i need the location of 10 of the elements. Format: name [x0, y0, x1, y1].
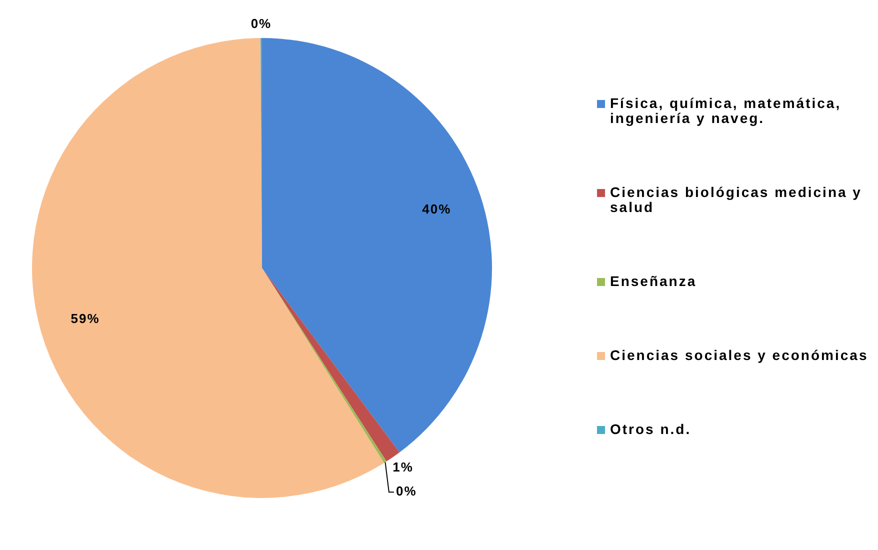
legend-label: Ciencias biológicas medicina y salud	[610, 184, 863, 215]
data-label: 1%	[392, 460, 414, 475]
legend-label: Ciencias sociales y económicas	[610, 347, 868, 363]
data-label: 59%	[70, 310, 100, 326]
legend-label: Física, química, matemática, ingeniería y naveg.	[610, 95, 842, 126]
legend-label: Otros n.d.	[610, 421, 692, 437]
legend-label: Enseñanza	[610, 273, 697, 289]
data-label: 0%	[396, 484, 417, 499]
data-label: 40%	[422, 202, 452, 217]
data-label: 0%	[250, 16, 272, 32]
